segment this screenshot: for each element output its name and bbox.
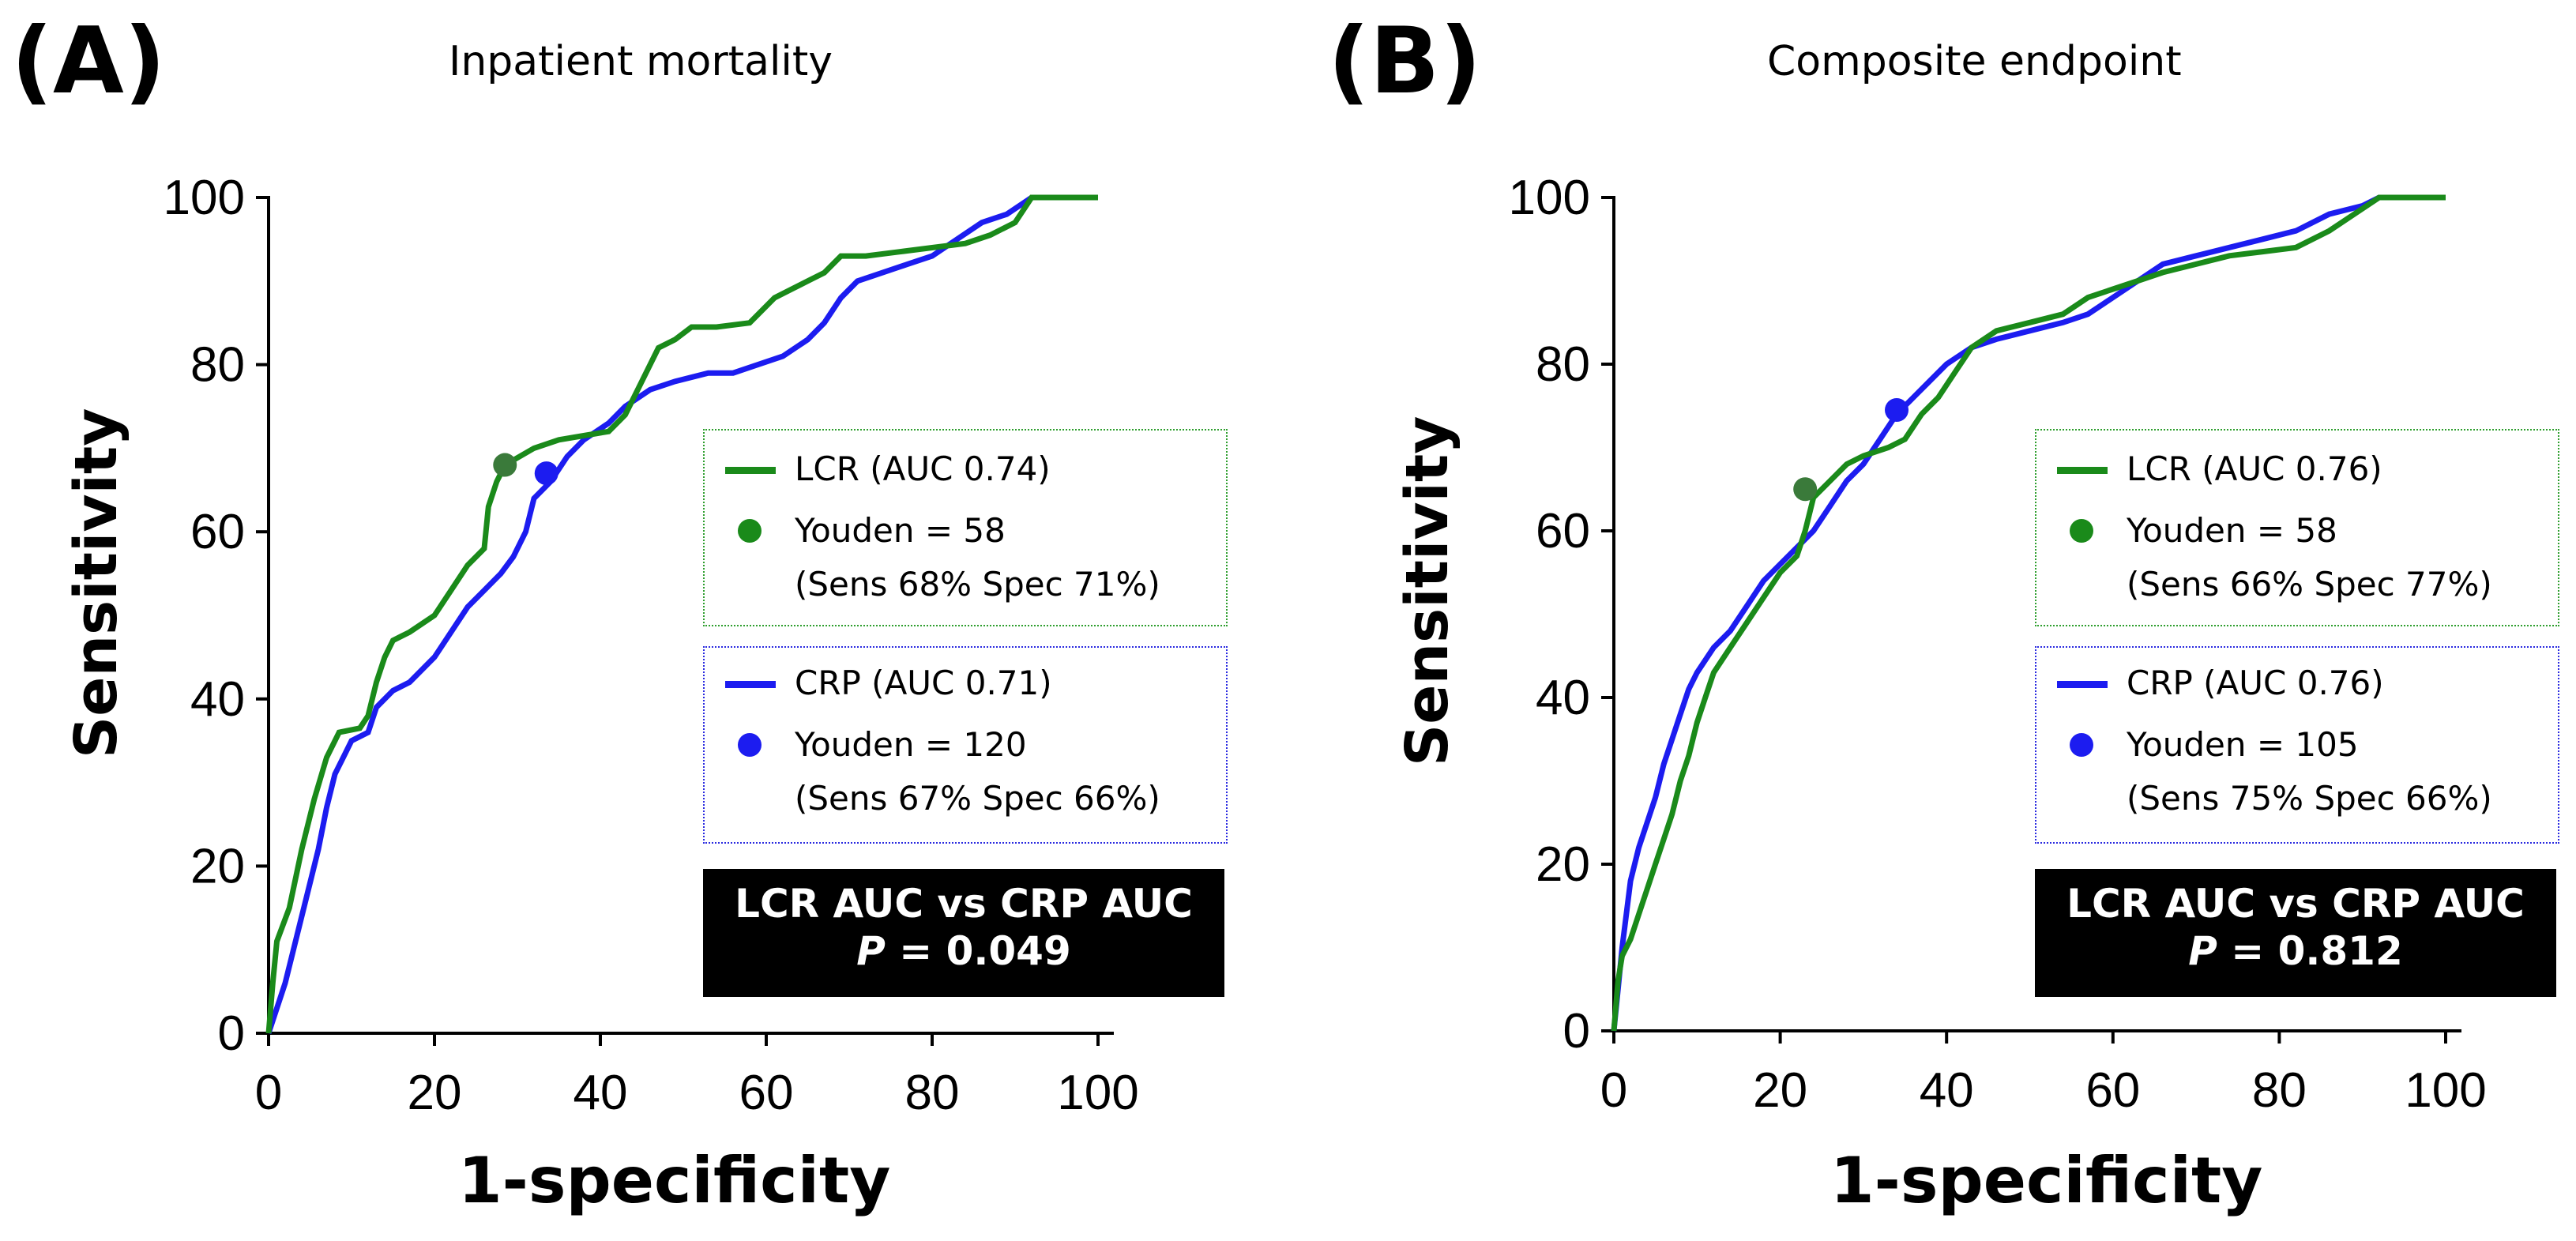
lcr-youden-dot-icon [738,519,762,543]
panel-a-x-tick-label: 60 [739,1066,794,1120]
panel-b-label: (B) [1328,8,1482,115]
panel-a-x-tick-label: 40 [573,1066,628,1120]
panel-b-x-tick-label: 60 [2085,1063,2140,1118]
panel-a-y-tick-label: 100 [164,171,245,225]
panel-a-x-tick-label: 100 [1057,1066,1138,1120]
panel-b-crp-label: CRP (AUC 0.76) [2127,664,2384,702]
crp-youden-dot-icon [738,733,762,757]
lcr-legend-line [725,467,776,474]
panel-b-y-tick-label: 40 [1536,671,1590,725]
panel-b-lcr-youden-point [1793,477,1818,502]
panel-a-x-axis-label: 1-specificity [458,1144,891,1217]
panel-b-y-tick-label: 20 [1536,837,1590,892]
panel-b-comparison-line2: P = 0.812 [2035,927,2556,975]
panel-b-lcr-youden: Youden = 58 [2127,511,2337,550]
lcr-youden-dot-icon [2070,519,2093,543]
panel-a-y-tick-label: 20 [190,839,245,893]
panel-a-crp-label: CRP (AUC 0.71) [795,664,1052,702]
crp-legend-line [2057,681,2108,688]
panel-a-crp-youden-point [534,461,558,486]
panel-b-y-tick-label: 100 [1509,171,1590,225]
panel-a-comparison-line2: P = 0.049 [703,927,1224,975]
panel-b-crp-youden: Youden = 105 [2127,725,2359,764]
panel-a-lcr-sens-spec: (Sens 68% Spec 71%) [795,565,1160,604]
crp-youden-dot-icon [2070,733,2093,757]
panel-b-comparison-box: LCR AUC vs CRP AUC P = 0.812 [2035,869,2556,997]
panel-a-crp-roc-line [265,194,1098,1035]
panel-a-crp-legend-box: CRP (AUC 0.71) Youden = 120 (Sens 67% Sp… [703,646,1228,844]
panel-b-y-tick-label: 80 [1536,337,1590,392]
panel-a-p-letter: P [856,928,886,974]
panel-a-y-tick-label: 60 [190,505,245,559]
panel-b-x-tick-label: 20 [1753,1063,1807,1118]
panel-a-lcr-youden: Youden = 58 [795,511,1006,550]
panel-b-lcr-legend-box: LCR (AUC 0.76) Youden = 58 (Sens 66% Spe… [2035,429,2559,626]
panel-b-p-letter: P [2188,928,2217,974]
panel-a-lcr-roc-line [265,194,1098,1034]
panel-b-lcr-sens-spec: (Sens 66% Spec 77%) [2127,565,2492,604]
panel-b-lcr-roc-line [1611,194,2446,1032]
panel-a: (A) Inpatient mortality Sensitivity 1-sp… [11,8,1228,1217]
panel-a-y-tick-label: 40 [190,672,245,727]
panel-a-crp-sens-spec: (Sens 67% Spec 66%) [795,779,1160,818]
panel-b: (B) Composite endpoint Sensitivity 1-spe… [1288,0,2576,1241]
panel-a-x-tick-label: 20 [408,1066,462,1120]
panel-a-x-tick-label: 0 [255,1066,282,1120]
panel-b-y-tick-label: 60 [1536,504,1590,558]
panel-a-y-tick-label: 80 [190,338,245,393]
panel-b-comparison-line1: LCR AUC vs CRP AUC [2066,881,2525,927]
panel-a-lcr-youden-point [493,453,517,477]
panel-b-crp-legend-box: CRP (AUC 0.76) Youden = 105 (Sens 75% Sp… [2035,646,2559,844]
panel-a-chart: 0 20 40 60 80 100 0 20 40 60 80 100 [164,171,1139,1120]
panel-a-title: Inpatient mortality [449,38,833,85]
panel-a-crp-youden: Youden = 120 [795,725,1027,764]
panel-b-x-tick-label: 100 [2405,1063,2486,1118]
panel-b-title: Composite endpoint [1767,38,2182,85]
panel-b-x-tick-label: 40 [1920,1063,1974,1118]
crp-legend-line [725,681,776,688]
lcr-legend-line [2057,467,2108,474]
panel-a-y-tick-label: 0 [218,1006,245,1061]
panel-a-lcr-legend-box: LCR (AUC 0.74) Youden = 58 (Sens 68% Spe… [703,429,1228,626]
panel-a-label: (A) [11,8,166,115]
panel-b-chart: 0 20 40 60 80 100 0 20 40 60 80 100 [1509,171,2487,1118]
panel-a-x-tick-label: 80 [905,1066,960,1120]
panel-b-x-tick-label: 0 [1600,1063,1627,1118]
panel-b-crp-roc-line [1611,194,2446,1032]
panel-a-lcr-label: LCR (AUC 0.74) [795,449,1051,488]
panel-a-comparison-line1: LCR AUC vs CRP AUC [735,881,1193,927]
panel-b-lcr-label: LCR (AUC 0.76) [2127,449,2382,488]
panel-b-y-tick-label: 0 [1563,1004,1590,1059]
panel-a-p-value: = 0.049 [885,928,1071,974]
panel-b-crp-youden-point [1885,398,1909,423]
panel-b-p-value: = 0.812 [2217,928,2403,974]
panel-a-comparison-box: LCR AUC vs CRP AUC P = 0.049 [703,869,1224,997]
panel-b-crp-sens-spec: (Sens 75% Spec 66%) [2127,779,2492,818]
panel-b-x-tick-label: 80 [2252,1063,2307,1118]
panel-b-x-axis-label: 1-specificity [1830,1144,2263,1217]
